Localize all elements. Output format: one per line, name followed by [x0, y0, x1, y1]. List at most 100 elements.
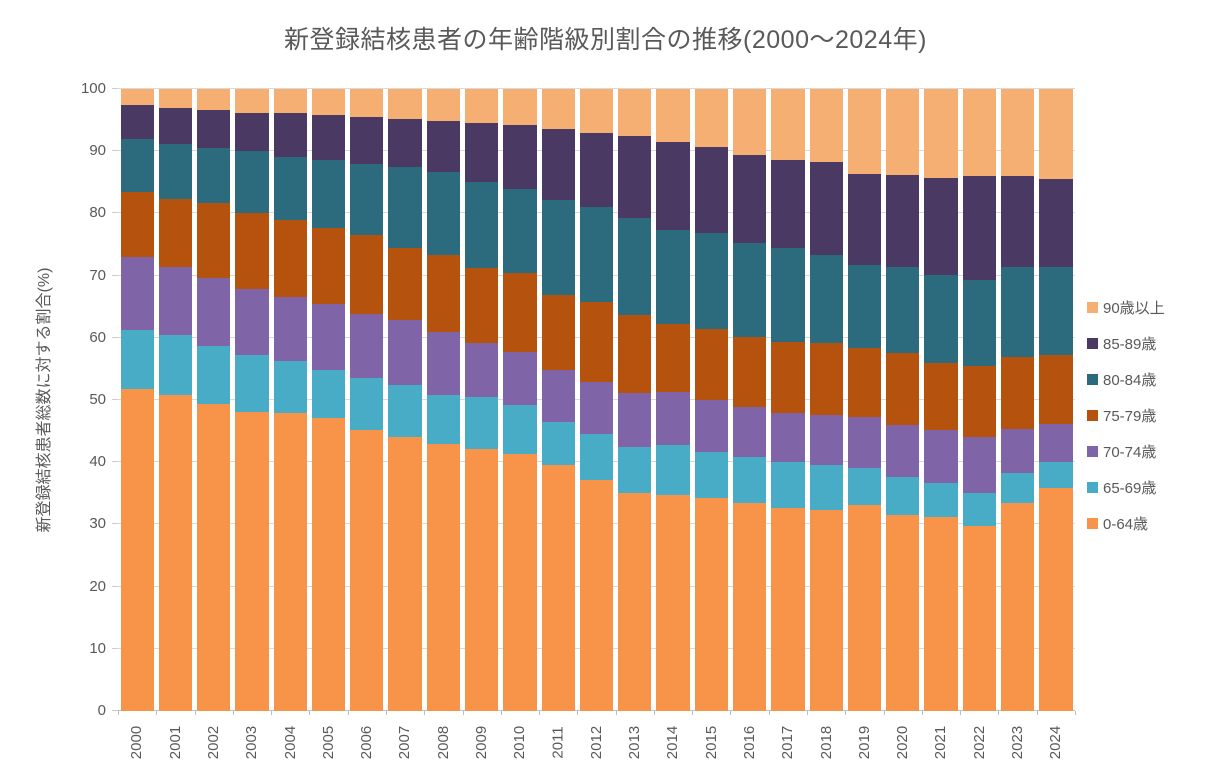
bar-segment-age-90plus-2006	[350, 89, 384, 118]
bar-segment-age-65-69-2001	[158, 334, 193, 396]
bar-segment-age-65-69-2007	[388, 385, 422, 437]
x-label-cell-2001: 2001	[156, 711, 194, 773]
x-tick-mark-16	[730, 711, 732, 715]
bar-segment-age-90plus-2000	[120, 89, 154, 106]
bar-segment-age-85-89-2021	[924, 177, 958, 276]
bar-segment-age-85-89-2022	[962, 176, 996, 280]
x-label-cell-2009: 2009	[463, 711, 501, 773]
x-label-2017: 2017	[779, 725, 797, 759]
bar-segment-age-75-79-2003	[235, 213, 269, 290]
x-tick-mark-18	[807, 711, 809, 715]
bar-segment-age-90plus-2022	[962, 89, 996, 177]
y-tick-label-90: 90	[89, 142, 106, 160]
bar-segment-age-75-79-2008	[426, 255, 461, 332]
x-tick-mark-9	[462, 711, 464, 715]
y-tick-mark-80	[112, 212, 118, 214]
bar-segment-age-85-89-2020	[886, 174, 920, 267]
bar-segment-age-0-64-2000	[120, 389, 154, 711]
bar-segment-age-80-84-2008	[426, 172, 461, 256]
bar-segment-age-70-74-2022	[962, 436, 996, 494]
x-tick-mark-14	[653, 711, 655, 715]
bar-segment-age-90plus-2023	[1000, 89, 1035, 177]
bar-segment-age-90plus-2018	[809, 89, 843, 163]
bar-segment-age-0-64-2014	[656, 495, 690, 711]
x-label-cell-2012: 2012	[577, 711, 615, 773]
bar-segment-age-90plus-2001	[158, 89, 193, 109]
x-label-2022: 2022	[970, 725, 988, 759]
legend-label: 85-89歳	[1103, 335, 1157, 353]
legend: 90歳以上 85-89歳 80-84歳 75-79歳 70-74歳 65-69歳 0-64歳	[1087, 296, 1165, 548]
x-label-2007: 2007	[396, 725, 414, 759]
bar-segment-age-0-64-2002	[197, 404, 231, 711]
bar-segment-age-90plus-2020	[886, 89, 920, 175]
bar-segment-age-90plus-2013	[618, 89, 652, 136]
x-label-cell-2015: 2015	[692, 711, 730, 773]
bar-segment-age-65-69-2009	[465, 396, 499, 449]
x-label-cell-2021: 2021	[922, 711, 960, 773]
bar-segment-age-85-89-2018	[809, 162, 843, 256]
bar-segment-age-75-79-2015	[694, 328, 728, 401]
bar-segment-age-90plus-2016	[733, 89, 767, 155]
bar-segment-age-65-69-2008	[426, 395, 461, 444]
bar-segment-age-0-64-2006	[350, 429, 384, 711]
x-label-2004: 2004	[281, 725, 299, 759]
legend-label: 90歳以上	[1103, 299, 1165, 317]
x-label-2000: 2000	[128, 725, 146, 759]
x-label-cell-2003: 2003	[233, 711, 271, 773]
legend-item-75-79歳: 75-79歳	[1087, 404, 1165, 426]
bar-2015	[694, 89, 728, 711]
x-tick-mark-21	[921, 711, 923, 715]
legend-swatch-icon	[1087, 445, 1098, 457]
bar-segment-age-80-84-2007	[388, 166, 422, 249]
y-tick-label-70: 70	[89, 266, 106, 284]
bar-segment-age-90plus-2008	[426, 89, 461, 121]
bar-segment-age-0-64-2003	[235, 412, 269, 711]
x-tick-mark-24	[1036, 711, 1038, 715]
x-tick-mark-20	[883, 711, 885, 715]
bar-segment-age-0-64-2020	[886, 515, 920, 711]
bar-2008	[426, 89, 461, 711]
bar-segment-age-90plus-2014	[656, 89, 690, 142]
bar-segment-age-70-74-2016	[733, 406, 767, 457]
y-tick-label-10: 10	[89, 639, 106, 657]
bar-segment-age-85-89-2005	[311, 115, 346, 160]
bar-segment-age-0-64-2011	[541, 465, 575, 711]
x-tick-mark-7	[385, 711, 387, 715]
bar-segment-age-80-84-2005	[311, 159, 346, 229]
x-label-cell-2024: 2024	[1037, 711, 1075, 773]
x-tick-mark-15	[692, 711, 694, 715]
bar-segment-age-80-84-2001	[158, 144, 193, 199]
bar-segment-age-65-69-2024	[1039, 461, 1073, 489]
x-tick-mark-12	[577, 711, 579, 715]
x-label-2012: 2012	[588, 725, 606, 759]
bar-segment-age-65-69-2015	[694, 451, 728, 499]
x-label-2005: 2005	[320, 725, 338, 759]
bar-segment-age-85-89-2009	[465, 122, 499, 182]
bar-segment-age-85-89-2006	[350, 117, 384, 164]
bar-2004	[273, 89, 307, 711]
x-label-2010: 2010	[511, 725, 529, 759]
y-tick-mark-0	[112, 710, 118, 711]
legend-label: 75-79歳	[1103, 407, 1157, 425]
bar-segment-age-75-79-2006	[350, 235, 384, 314]
x-label-cell-2000: 2000	[118, 711, 156, 773]
x-tick-mark-4	[271, 711, 273, 715]
y-tick-label-80: 80	[89, 204, 106, 222]
y-tick-label-60: 60	[89, 328, 106, 346]
x-tick-mark-17	[768, 711, 770, 715]
bar-segment-age-70-74-2013	[618, 393, 652, 447]
bar-segment-age-0-64-2010	[503, 453, 537, 711]
bar-2014	[656, 89, 690, 711]
bar-segment-age-65-69-2002	[197, 345, 231, 405]
y-tick-label-0: 0	[97, 702, 106, 719]
bar-segment-age-70-74-2001	[158, 266, 193, 335]
bar-segment-age-75-79-2010	[503, 273, 537, 352]
bar-segment-age-65-69-2016	[733, 456, 767, 504]
x-label-2003: 2003	[243, 725, 261, 759]
bar-segment-age-70-74-2007	[388, 319, 422, 386]
x-label-cell-2004: 2004	[271, 711, 309, 773]
legend-item-65-69歳: 65-69歳	[1087, 476, 1165, 498]
bar-segment-age-70-74-2014	[656, 391, 690, 445]
x-tick-mark-3	[232, 711, 234, 715]
